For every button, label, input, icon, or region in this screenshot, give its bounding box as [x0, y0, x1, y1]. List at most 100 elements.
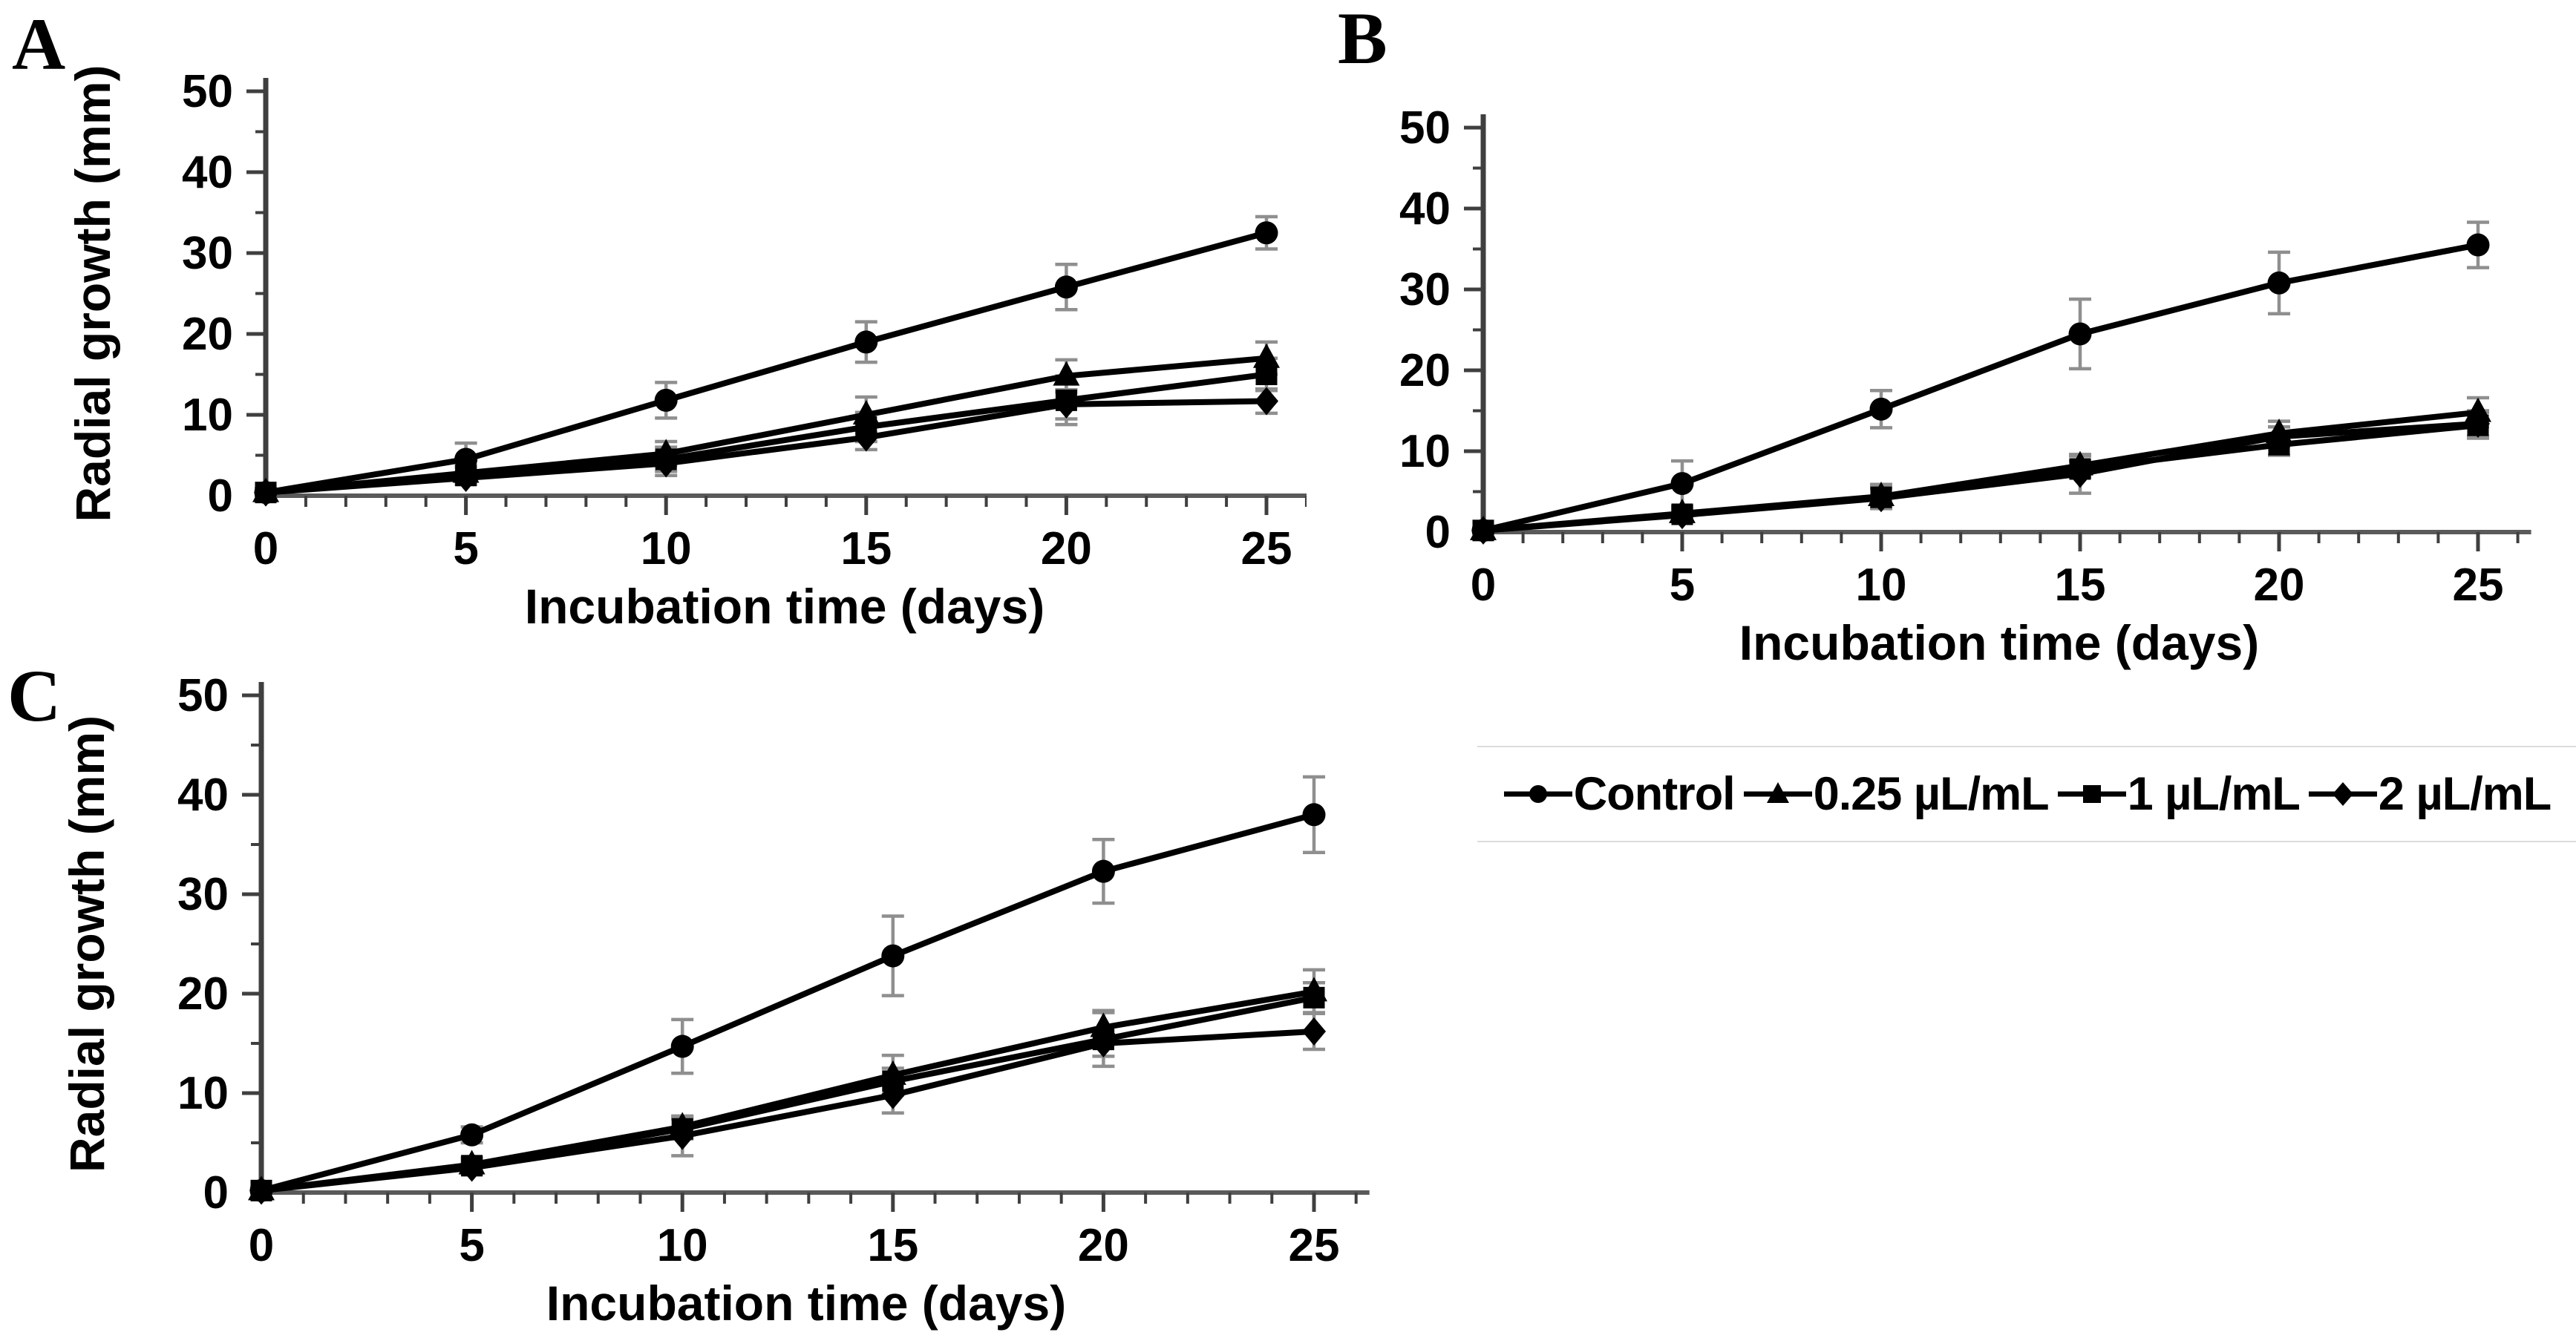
y-tick-label: 30: [1399, 264, 1451, 315]
y-tick-label: 10: [177, 1068, 229, 1119]
series-line-triangle: [263, 355, 1269, 496]
legend-label: 2 µL/mL: [2378, 768, 2552, 820]
circle-legend-marker-icon: [1503, 785, 1572, 803]
y-tick-label: 0: [208, 470, 233, 522]
series-line-diamond: [258, 1028, 1317, 1194]
data-point-circle: [1302, 803, 1326, 827]
legend-label: 1 µL/mL: [2127, 768, 2301, 820]
series-line-circle: [1480, 242, 2481, 534]
series-line-diamond: [1480, 420, 2481, 534]
series-line-circle: [258, 811, 1317, 1194]
legend-item-1-l-ml: 1 µL/mL: [2056, 767, 2301, 821]
series-line-square: [1480, 422, 2481, 534]
data-point-circle: [854, 330, 878, 354]
x-tick-label: 0: [249, 1220, 274, 1271]
y-tick-label: 0: [203, 1167, 229, 1219]
panel-A: A 0 5 10 15 20 25 0 10 20 30 40 50 Incubation time (…: [0, 0, 1307, 668]
data-point-diamond: [2466, 409, 2490, 438]
y-tick-label: 20: [182, 309, 233, 360]
data-point-diamond: [254, 478, 278, 507]
panel-C-letter: C: [7, 655, 62, 737]
data-point-diamond: [1255, 387, 1278, 416]
data-point-diamond: [854, 423, 878, 452]
x-axis-title: Incubation time (days): [525, 579, 1045, 634]
data-point-diamond: [1302, 1017, 1326, 1046]
y-tick-label: 40: [182, 147, 233, 198]
chart-A: 0 5 10 15 20 25 0 10 20 30 40 50 Incubation time (da…: [65, 65, 1307, 634]
legend-item-2-l-ml: 2 µL/mL: [2307, 767, 2552, 821]
x-tick-label: 10: [641, 523, 692, 574]
x-tick-label: 5: [453, 523, 478, 574]
data-point-circle: [1670, 472, 1694, 496]
data-point-circle: [2267, 271, 2291, 295]
y-tick-label: 40: [177, 770, 229, 821]
series-line-circle: [263, 229, 1269, 496]
y-tick-label: 20: [1399, 345, 1451, 396]
x-tick-label: 25: [1289, 1220, 1340, 1271]
y-tick-label: 10: [1399, 426, 1451, 477]
x-axis-title: Incubation time (days): [1739, 615, 2259, 670]
data-point-circle: [1091, 859, 1115, 883]
data-point-diamond: [2267, 422, 2291, 451]
data-point-circle: [1255, 221, 1278, 245]
chart-C: 0 5 10 15 20 25 0 10 20 30 40 50 Incubation time (da…: [59, 670, 1370, 1331]
data-point-circle: [654, 388, 678, 412]
data-point-triangle: [1053, 361, 1080, 386]
data-point-triangle: [1253, 343, 1280, 368]
x-tick-label: 25: [1241, 523, 1292, 574]
data-point-diamond: [1091, 1029, 1116, 1057]
x-tick-label: 5: [459, 1220, 484, 1271]
legend-label: Control: [1573, 768, 1736, 820]
x-tick-label: 15: [2055, 560, 2106, 611]
data-point-diamond: [1054, 390, 1079, 419]
triangle-legend-marker-icon: [1743, 782, 1812, 803]
x-tick-label: 15: [867, 1220, 918, 1271]
data-point-diamond: [2068, 459, 2092, 488]
y-tick-label: 0: [1425, 507, 1451, 558]
y-axis-title: Radial growth (mm): [65, 65, 120, 522]
data-point-diamond: [1471, 516, 1495, 545]
data-point-circle: [2068, 322, 2092, 346]
x-tick-label: 20: [1078, 1220, 1129, 1271]
data-point-circle: [1054, 275, 1078, 299]
series-line-triangle: [258, 988, 1317, 1194]
legend-item-control: Control: [1503, 767, 1736, 821]
y-tick-label: 20: [177, 968, 229, 1020]
legend-item-0.25-l-ml: 0.25 µL/mL: [1742, 767, 2050, 821]
series-line-triangle: [1480, 409, 2481, 534]
chart-legend: Control 0.25 µL/mL 1 µL/mL 2 µL/mL: [1477, 746, 2576, 842]
data-point-circle: [1869, 397, 1893, 421]
data-point-diamond: [670, 1121, 695, 1150]
x-tick-label: 0: [1471, 560, 1496, 611]
panel-B-letter: B: [1338, 0, 1387, 79]
data-point-square: [1303, 986, 1325, 1009]
panel-B: B 0 5 10 15 20 25 0 10 20 30 40 50 Incubation time (…: [1299, 0, 2576, 683]
y-tick-label: 40: [1399, 183, 1451, 235]
data-point-circle: [2466, 233, 2490, 257]
data-point-diamond: [249, 1176, 273, 1205]
data-point-diamond: [654, 449, 679, 478]
y-tick-label: 50: [182, 66, 233, 117]
x-tick-label: 10: [1856, 560, 1907, 611]
y-tick-label: 50: [177, 670, 229, 721]
data-point-diamond: [454, 464, 478, 493]
x-tick-label: 10: [657, 1220, 708, 1271]
data-point-circle: [881, 944, 905, 968]
x-axis-title: Incubation time (days): [546, 1276, 1066, 1331]
square-legend-marker-icon: [2057, 785, 2126, 803]
panel-A-letter: A: [12, 3, 66, 85]
y-tick-label: 50: [1399, 102, 1451, 154]
data-point-diamond: [880, 1080, 905, 1109]
x-tick-label: 5: [1670, 560, 1695, 611]
series-line-diamond: [263, 398, 1269, 496]
series-line-square: [258, 994, 1317, 1194]
y-tick-label: 30: [177, 869, 229, 920]
data-point-diamond: [1869, 484, 1893, 513]
x-tick-label: 25: [2453, 560, 2504, 611]
x-tick-label: 15: [840, 523, 892, 574]
data-point-circle: [460, 1123, 484, 1147]
data-point-diamond: [460, 1153, 484, 1182]
x-tick-label: 20: [2254, 560, 2305, 611]
diamond-legend-marker-icon: [2308, 782, 2377, 806]
